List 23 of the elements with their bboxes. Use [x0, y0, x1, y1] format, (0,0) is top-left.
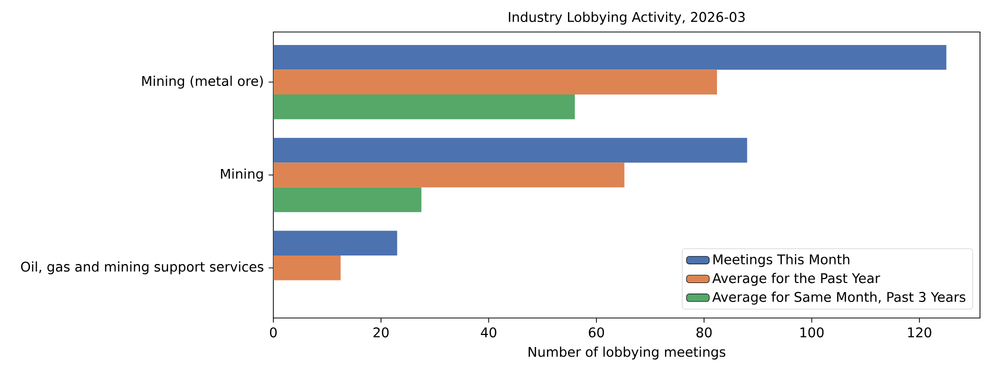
y-tick-label: Oil, gas and mining support services: [21, 261, 264, 274]
x-tick-label: 100: [800, 327, 824, 338]
bar: [273, 162, 624, 188]
x-tick-label: 40: [480, 327, 496, 338]
x-axis-title: Number of lobbying meetings: [528, 346, 726, 360]
x-tick-label: 120: [908, 327, 932, 338]
y-tick-label: Mining (metal ore): [142, 76, 263, 89]
bar: [273, 230, 398, 256]
bar: [273, 187, 422, 212]
x-tick-label: 0: [270, 327, 277, 338]
bar: [273, 138, 748, 163]
bar: [273, 255, 341, 280]
legend-label: Average for Same Month, Past 3 Years: [712, 292, 966, 305]
legend-label: Average for the Past Year: [712, 272, 880, 286]
bar: [273, 70, 717, 95]
x-tick-label: 20: [374, 327, 389, 338]
bar: [273, 94, 575, 120]
legend-label: Meetings This Month: [714, 254, 850, 267]
bar: [273, 44, 946, 70]
x-tick-label: 60: [588, 327, 604, 338]
y-tick-label: Mining: [221, 168, 263, 182]
x-tick-label: 80: [696, 327, 712, 338]
chart-title: Industry Lobbying Activity, 2026-03: [508, 12, 745, 25]
